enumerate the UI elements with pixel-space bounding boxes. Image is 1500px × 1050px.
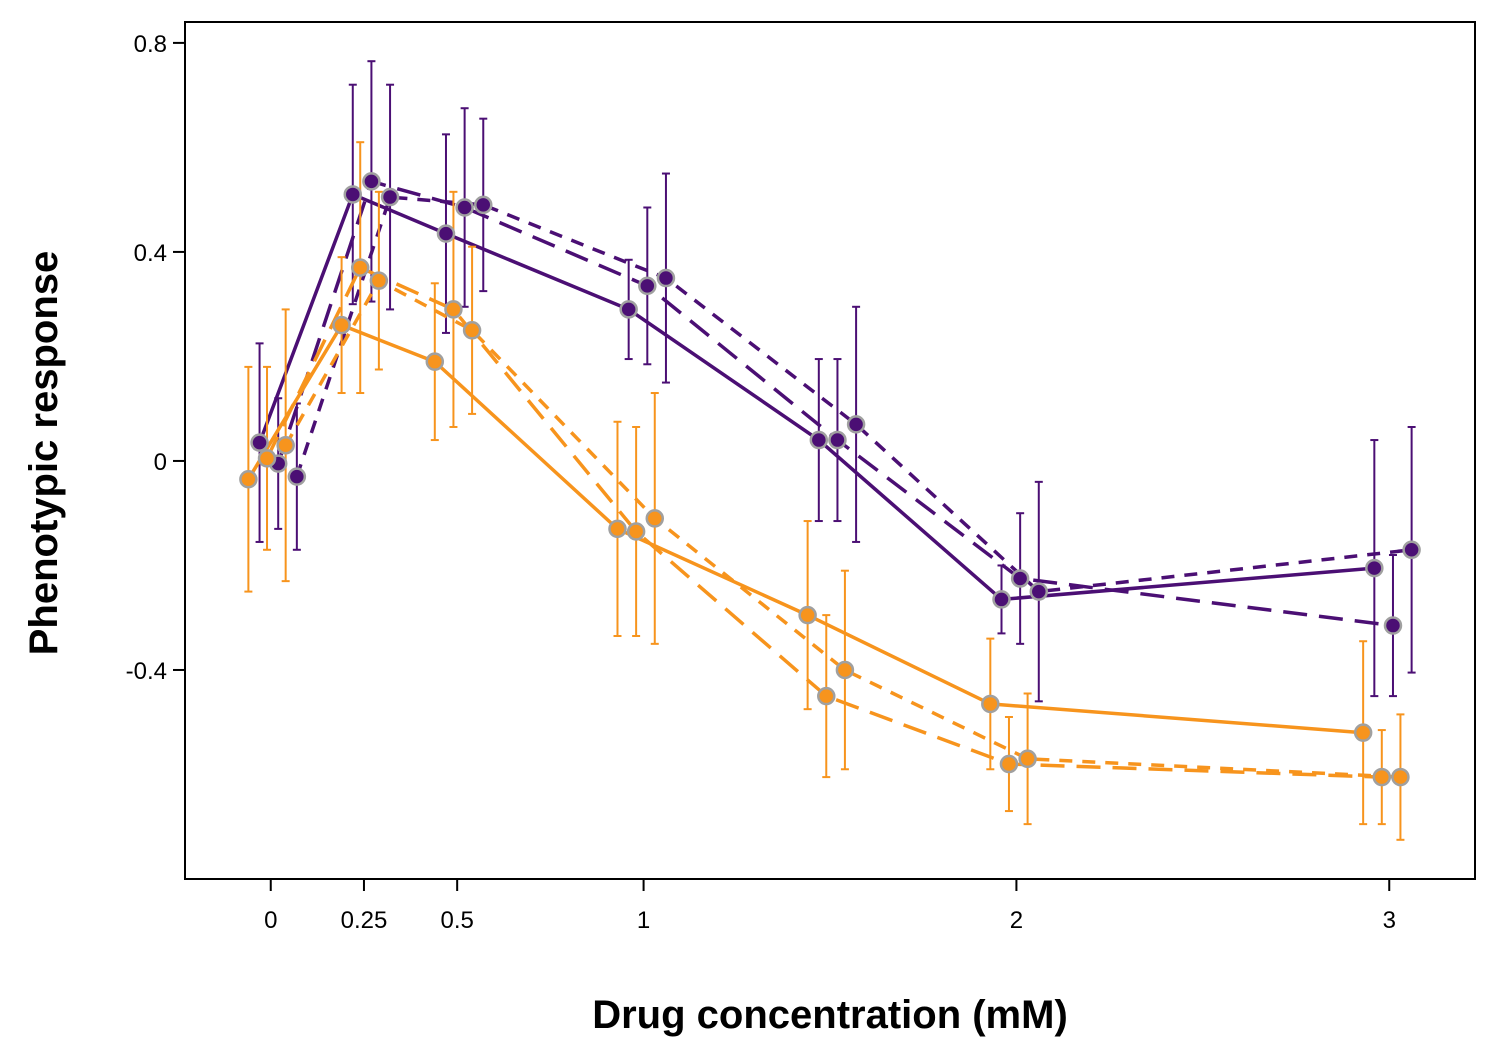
data-point: [444, 300, 463, 319]
y-tick-label: 0: [154, 449, 167, 476]
data-point: [332, 315, 351, 335]
data-point: [276, 436, 295, 455]
data-point: [638, 276, 657, 296]
x-tick-label: 0.5: [440, 907, 473, 934]
data-point: [835, 660, 855, 680]
y-axis: -0.4 0 0.4 0.8: [126, 31, 185, 685]
marker-layer: [239, 172, 1421, 787]
data-point: [250, 433, 269, 452]
data-point: [999, 754, 1019, 774]
data-point: [1372, 767, 1392, 787]
data-point: [362, 172, 381, 191]
data-point: [645, 509, 665, 528]
data-point: [608, 519, 627, 539]
data-point: [656, 268, 676, 288]
data-point: [1402, 540, 1421, 560]
data-point: [1365, 558, 1384, 578]
data-point: [380, 187, 400, 207]
x-tick-label: 0: [264, 907, 277, 934]
data-point: [626, 522, 646, 541]
data-point: [809, 430, 829, 450]
data-point: [817, 686, 836, 706]
data-point: [828, 430, 847, 450]
data-point: [1029, 582, 1049, 601]
data-point: [846, 415, 866, 434]
data-point: [1353, 723, 1373, 742]
data-point: [436, 224, 456, 243]
data-point: [369, 271, 389, 290]
data-point: [1383, 616, 1403, 635]
data-point: [287, 467, 307, 486]
x-axis-title: Drug concentration (mM): [592, 993, 1068, 1037]
x-axis: 0 0.25 0.5 1 2 3: [264, 879, 1396, 934]
series-1: [255, 83, 1379, 698]
y-axis-title: Phenotypic response: [22, 251, 66, 656]
series-layer: [244, 60, 1416, 841]
x-tick-label: 3: [1383, 907, 1396, 934]
y-tick-label: 0.8: [134, 31, 167, 58]
series-6: [281, 190, 1405, 841]
x-tick-label: 1: [637, 907, 650, 934]
data-point: [981, 694, 1000, 714]
y-tick-label: 0.4: [134, 240, 167, 267]
data-point: [798, 605, 817, 625]
data-point: [455, 198, 474, 217]
series-line: [257, 192, 1375, 602]
data-point: [425, 352, 445, 371]
data-point: [462, 321, 482, 340]
data-point: [350, 258, 370, 277]
data-point: [992, 590, 1011, 609]
data-point: [1010, 569, 1030, 588]
x-tick-label: 2: [1010, 907, 1023, 934]
x-tick-label: 0.25: [341, 907, 388, 934]
series-2: [274, 60, 1397, 698]
data-point: [239, 469, 258, 489]
data-point: [1018, 749, 1037, 769]
plot-frame: [184, 21, 1476, 880]
data-point: [474, 195, 493, 215]
data-point: [257, 449, 277, 468]
data-point: [343, 185, 363, 204]
series-4: [244, 256, 1368, 826]
data-point: [619, 300, 638, 319]
y-tick-label: -0.4: [126, 658, 167, 685]
data-point: [1391, 767, 1410, 787]
series-3: [292, 83, 1416, 703]
